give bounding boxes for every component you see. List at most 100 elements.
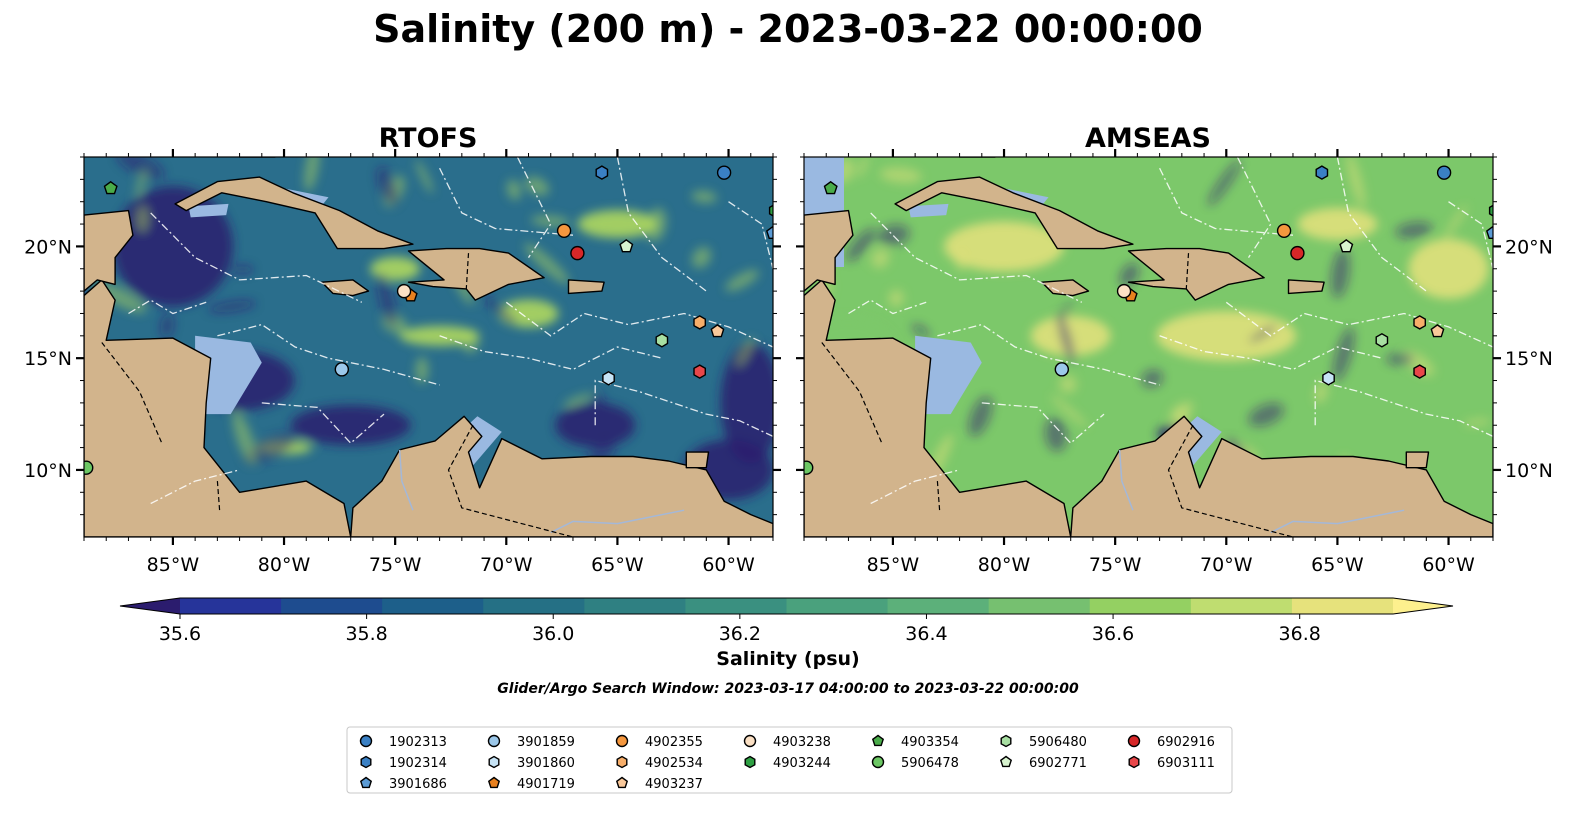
salinity-eddy [879,167,922,184]
salinity-eddy [415,356,429,384]
legend-marker [487,776,501,789]
float-marker-4902534 [693,315,706,330]
x-tick-label: 80°W [978,554,1031,576]
eez-boundary [516,157,552,258]
legend-label: 4903244 [773,756,831,771]
float-marker-6902771 [1339,239,1354,253]
eez-boundary [1159,335,1383,371]
salinity-eddy [736,337,754,368]
colorbar-extend-high [1393,598,1453,614]
eez-boundary [594,379,773,437]
eez-boundary [1336,157,1427,292]
land-trinidad [1405,451,1430,469]
country-border [821,342,883,444]
float-marker-4903354 [823,180,838,195]
colorbar-bin [483,598,585,614]
salinity-eddy [877,224,910,247]
float-marker-4903244 [768,204,773,217]
salinity-eddy [645,207,667,242]
country-border [447,424,574,537]
colorbar-ticks: 35.6 35.8 36.0 36.2 36.4 36.6 36.8 [159,614,1321,645]
eez-boundary [870,469,960,505]
salinity-eddy [1030,315,1111,356]
x-tick-label: 65°W [591,554,644,576]
float-marker-3901860 [1322,370,1335,386]
legend-label: 5906480 [1029,735,1087,750]
eez-boundary [261,402,385,445]
land-puerto-rico [567,279,605,295]
salinity-eddy [482,294,517,325]
colorbar: 35.6 35.8 36.0 36.2 36.4 36.6 36.8 Salinity (p… [119,597,1454,670]
legend-marker [359,734,373,748]
colorbar-bin [180,598,282,614]
country-border [936,481,941,511]
salinity-eddy [911,323,930,337]
float-marker-3901686 [765,225,773,240]
colorbar-bin [887,598,990,614]
float-marker-4902534 [1413,315,1427,330]
legend-item-5906480: 5906480 [1000,734,1087,750]
salinity-eddy [1443,204,1468,240]
salinity-eddy [720,342,773,463]
legend-item-4903354: 4903354 [871,734,959,750]
y-tick-label: 15°N [24,348,72,370]
legend-label: 5906478 [901,756,959,771]
legend-marker [1000,734,1012,748]
x-tick-label: 75°W [1089,554,1142,576]
colorbar-extend-low [120,598,180,614]
land-hispaniola [407,247,545,301]
salinity-eddy [968,396,993,437]
salinity-eddy [1333,327,1355,382]
salinity-eddy [112,186,233,307]
legend-marker [1128,755,1140,769]
legend-marker [488,755,500,769]
legend-item-1902313: 1902313 [359,734,447,750]
salinity-eddy [725,269,759,292]
country-border [1167,424,1294,537]
panel-title: RTOFS [379,123,478,154]
eez-boundary [439,335,663,371]
land-south-america [350,415,773,537]
salinity-eddy [243,432,298,464]
salinity-eddy [290,405,411,446]
salinity-eddy [524,176,550,196]
country-border [1185,253,1190,289]
salinity-eddy [691,190,718,204]
salinity-eddy [1156,310,1297,361]
panel-title: AMSEAS [1085,123,1211,154]
float-marker-6903111 [693,364,706,379]
float-marker-5906478 [804,460,814,475]
eez-boundary [1448,201,1493,269]
eez-boundary [217,323,440,386]
salinity-eddy [1119,263,1140,287]
float-marker-4903237 [710,324,725,338]
colorbar-tick-label: 36.2 [719,623,761,645]
salinity-eddy [691,246,712,269]
legend-marker [871,755,885,769]
land-cuba [174,176,414,250]
float-marker-1902314 [595,165,609,180]
salinity-eddy [1297,208,1378,241]
colorbar-tick-label: 35.6 [159,623,201,645]
land-masses [84,157,773,537]
eez-boundary [150,469,240,505]
legend-item-3901686: 3901686 [359,776,447,792]
colorbar-bin [382,598,484,614]
float-marker-4902355 [556,223,572,238]
legend-label: 6902916 [1157,735,1215,750]
land-trinidad [685,451,710,469]
salinity-eddy [1207,160,1241,206]
salinity-eddy [1463,418,1492,426]
eez-boundary [1225,301,1493,348]
legend-marker [871,734,885,747]
land-south-america [1069,415,1493,537]
x-tick-label: 70°W [1200,554,1253,576]
colorbar-tick-label: 36.6 [1092,623,1134,645]
salinity-eddy [1248,325,1277,343]
legend-marker [615,734,629,748]
salinity-eddy [231,265,254,274]
legend-label: 1902313 [389,735,447,750]
x-tick-label: 65°W [1311,554,1364,576]
legend-item-4901719: 4901719 [487,776,575,792]
